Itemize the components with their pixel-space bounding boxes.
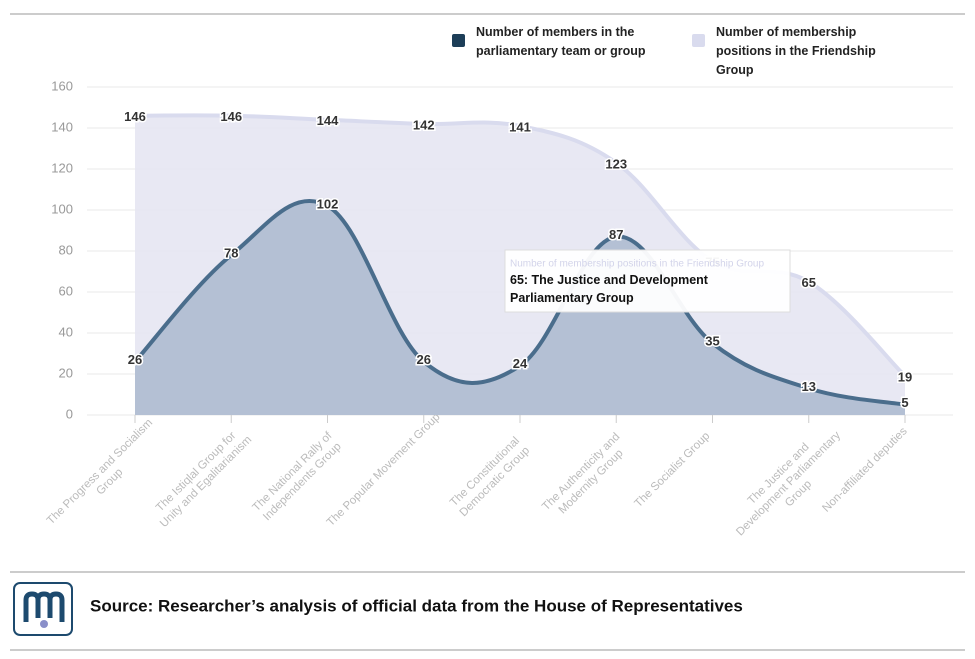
line [134,113,907,378]
data-label: 78 [224,246,238,261]
data-label: 26 [128,352,142,367]
data-label: 146 [124,109,146,124]
x-tick-label: The Justice andDevelopment Parliamentary… [724,419,853,548]
x-tick-label: The Progress and SocialismGroup [45,417,165,537]
logo [13,582,73,636]
y-tick-label: 80 [59,242,73,257]
source: Source: Researcher’s analysis of officia… [90,596,743,615]
y-tick-label: 160 [51,78,73,93]
legend-swatch [692,34,705,47]
data-label: 146 [220,109,242,124]
y-tick-label: 120 [51,160,73,175]
area [135,200,905,415]
tooltip [504,249,791,313]
data-label: 142 [413,117,435,132]
data-label: 35 [705,334,719,349]
data-label: 24 [513,356,528,371]
legend-label: Number of members in the parliamentary te… [476,25,646,58]
x-tick-label: The Authenticity andModernity Group [540,431,632,523]
data-label: 102 [317,196,339,211]
data-label: 144 [317,113,339,128]
tooltip-text: 65: The Justice and Development Parliamen… [510,273,709,305]
data-label: 26 [417,352,431,367]
data-label: 87 [609,227,623,242]
x-tick-label: The Socialist Group [633,430,713,510]
x-tick-label: The ConstitutionalDemocratic Group [448,435,532,519]
y-tick-label: 140 [51,119,73,134]
legend-label: Number of membership positions in the Fri… [716,25,876,77]
data-label: 5 [901,395,908,410]
data-label: 65 [802,275,816,290]
data-label: 141 [509,119,531,134]
y-tick-label: 60 [59,283,73,298]
x-tick-label: The National Rally ofIndependents Group [251,429,345,523]
data-label: 123 [605,156,627,171]
y-tick-label: 40 [59,324,73,339]
data-label: 19 [898,369,912,384]
line [133,198,906,407]
tooltip-title: Number of membership positions in the Fr… [510,259,764,270]
plot: 0 20 40 60 80 100 120 140 160 The Progress and So… [45,78,953,548]
legend-swatch [452,34,465,47]
y-tick-label: 20 [59,365,73,380]
x-tick-label: The Istiqlal Group forUnity and Egalitar… [148,424,254,530]
y-tick-label: 100 [51,201,73,216]
data-label: 13 [802,379,816,394]
y-tick-label: 0 [66,406,73,421]
x-tick-label: The Popular Movement Group [325,411,443,529]
